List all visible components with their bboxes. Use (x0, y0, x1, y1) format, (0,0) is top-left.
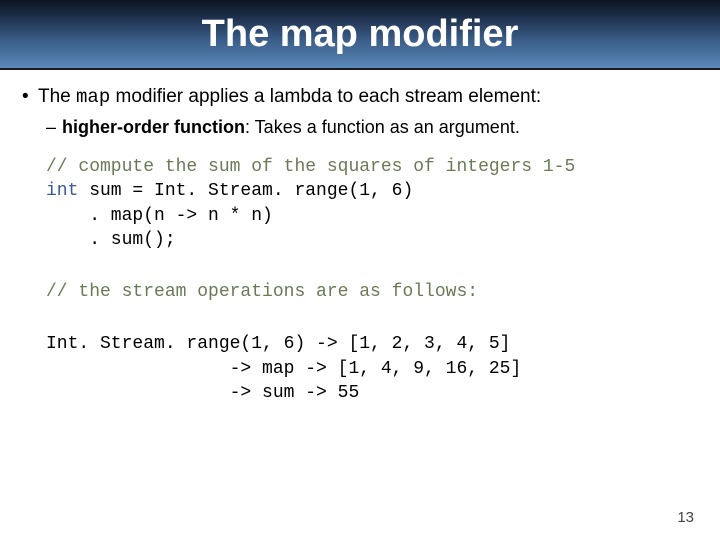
code-line-3: . map(n -> n * n) (46, 206, 273, 226)
bullet-mono: map (76, 86, 110, 108)
trace-line-2: -> map -> [1, 4, 9, 16, 25] (46, 359, 521, 379)
slide-content: • The map modifier applies a lambda to e… (0, 70, 720, 443)
trace-line-3: -> sum -> 55 (46, 383, 359, 403)
bullet-text: The map modifier applies a lambda to eac… (38, 84, 541, 111)
bullet-suffix: modifier applies a lambda to each stream… (110, 86, 541, 107)
sub-bullet: – higher-order function: Takes a functio… (46, 115, 698, 139)
trace-line-1: Int. Stream. range(1, 6) -> [1, 2, 3, 4,… (46, 334, 510, 354)
code-line-4: . sum(); (46, 230, 176, 250)
sub-text: higher-order function: Takes a function … (62, 115, 520, 139)
code-comment-1: // compute the sum of the squares of int… (46, 157, 575, 177)
sub-rest: : Takes a function as an argument. (245, 117, 520, 137)
bullet-main: • The map modifier applies a lambda to e… (22, 84, 698, 111)
slide-title: The map modifier (202, 13, 519, 56)
code-comment-2: // the stream operations are as follows: (46, 282, 478, 302)
code-line-2b: sum = Int. Stream. range(1, 6) (78, 181, 413, 201)
bullet-dot-icon: • (22, 84, 38, 110)
dash-icon: – (46, 115, 62, 139)
code-block-3: Int. Stream. range(1, 6) -> [1, 2, 3, 4,… (46, 332, 698, 405)
page-number: 13 (677, 509, 694, 526)
code-block-1: // compute the sum of the squares of int… (46, 155, 698, 252)
sub-bold: higher-order function (62, 117, 245, 137)
code-block-2: // the stream operations are as follows: (46, 280, 698, 304)
title-bar: The map modifier (0, 0, 720, 70)
bullet-prefix: The (38, 86, 76, 107)
code-keyword: int (46, 181, 78, 201)
